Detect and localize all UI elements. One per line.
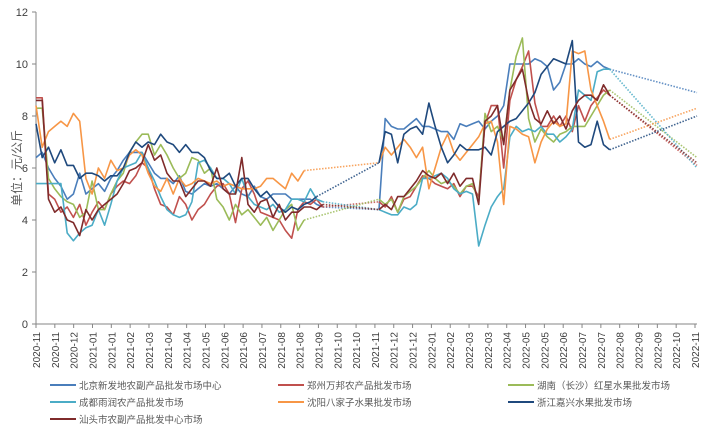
legend-label: 郑州万邦农产品批发市场 <box>307 381 412 392</box>
series-projection-dotted-line <box>609 107 698 141</box>
series-group <box>35 39 698 213</box>
x-tick-label: 2022-03 <box>484 332 495 369</box>
x-tick-label: 2022-01 <box>427 332 438 369</box>
series-line <box>378 37 611 213</box>
legend-label: 汕头市农副产品批发中心市场 <box>79 415 203 426</box>
legend-swatch <box>50 401 76 403</box>
y-tick-label: 4 <box>22 215 28 227</box>
y-tick-label: 6 <box>22 163 28 175</box>
x-tick-label: 2020-11 <box>32 332 43 368</box>
legend-swatch <box>508 401 534 403</box>
y-tick-label: 10 <box>16 59 28 71</box>
series-line <box>378 68 610 247</box>
x-tick-label: 2021-07 <box>258 332 269 369</box>
y-tick-label: 12 <box>16 7 28 19</box>
series-projection-dotted-line <box>609 68 698 169</box>
x-tick-label: 2021-01 <box>107 332 118 369</box>
x-tick-label: 2022-07 <box>597 332 608 369</box>
series-line <box>36 107 305 232</box>
series-gap-dotted-line <box>303 198 380 221</box>
series-gap-dotted-line <box>322 203 380 211</box>
legend-item: 北京新发地农副产品批发市场中心 <box>50 378 222 392</box>
series-group <box>35 57 698 211</box>
legend-item: 浙江嘉兴水果批发市场 <box>508 395 632 409</box>
x-tick-label: 2021-04 <box>183 332 194 369</box>
x-tick-label: 2021-11 <box>371 332 382 368</box>
series-line <box>35 105 305 195</box>
legend-item: 郑州万邦农产品批发市场 <box>278 378 412 392</box>
x-tick-label: 2021-06 <box>239 332 250 369</box>
series-gap-dotted-line <box>322 206 380 211</box>
x-tick-label: 2022-08 <box>616 332 627 369</box>
series-group <box>36 37 698 232</box>
series-line <box>378 50 611 206</box>
legend-item: 湖南（长沙）红星水果批发市场 <box>508 378 670 392</box>
series-group <box>36 68 698 247</box>
legend-swatch <box>278 384 304 386</box>
legend-item: 沈阳八家子水果批发市场 <box>278 395 412 409</box>
series-projection-dotted-line <box>609 115 698 151</box>
legend-label: 成都雨润农产品批发市场 <box>79 398 184 409</box>
series-layer <box>35 37 698 247</box>
series-group <box>36 68 698 237</box>
series-line <box>35 123 318 213</box>
series-line <box>36 151 324 242</box>
x-tick-label: 2021-04 <box>164 332 175 369</box>
y-axis: 0 2 4 6 8 10 12 <box>16 7 37 331</box>
x-tick-label: 2020-11 <box>51 332 62 368</box>
series-line <box>378 68 611 211</box>
y-axis-label: 单位：元/公斤 <box>9 130 24 206</box>
x-tick-label: 2021-01 <box>88 332 99 369</box>
x-tick-label: 2021-06 <box>220 332 231 369</box>
x-tick-label: 2021-08 <box>296 332 307 369</box>
series-projection-dotted-line <box>609 94 698 167</box>
x-axis: 2020-11 2020-11 2020-12 2021-01 2021-01 2021-… <box>32 323 702 369</box>
series-group <box>35 50 698 206</box>
x-tick-label: 2022-09 <box>635 332 646 369</box>
x-tick-label: 2022-05 <box>540 332 551 369</box>
x-tick-label: 2022-03 <box>465 332 476 369</box>
series-gap-dotted-line <box>322 201 380 208</box>
y-tick-label: 0 <box>22 319 28 331</box>
legend-label: 浙江嘉兴水果批发市场 <box>537 398 633 409</box>
x-tick-label: 2021-08 <box>277 332 288 369</box>
x-tick-label: 2022-05 <box>522 332 533 369</box>
x-tick-label: 2021-09 <box>314 332 325 369</box>
y-tick-label: 8 <box>22 111 28 123</box>
x-tick-label: 2022-06 <box>559 332 570 369</box>
series-gap-dotted-line <box>304 162 380 172</box>
series-projection-dotted-line <box>609 68 698 94</box>
x-tick-label: 2020-12 <box>70 332 81 369</box>
x-tick-label: 2021-10 <box>352 332 363 369</box>
x-tick-label: 2021-10 <box>333 332 344 369</box>
legend: 北京新发地农副产品批发市场中心 郑州万邦农产品批发市场 湖南（长沙）红星水果批发… <box>0 376 711 430</box>
x-tick-label: 2021-05 <box>201 332 212 369</box>
x-tick-label: 2022-11 <box>691 332 702 368</box>
x-tick-label: 2022-04 <box>503 332 514 369</box>
x-tick-label: 2021-03 <box>145 332 156 369</box>
series-gap-dotted-line <box>322 201 380 211</box>
x-tick-label: 2022-10 <box>672 332 683 369</box>
x-tick-label: 2022-09 <box>653 332 664 369</box>
legend-item: 汕头市农副产品批发中心市场 <box>50 412 203 426</box>
legend-label: 沈阳八家子水果批发市场 <box>307 398 412 409</box>
legend-swatch <box>508 384 534 386</box>
series-projection-dotted-line <box>609 94 698 164</box>
legend-swatch <box>50 418 76 420</box>
series-line <box>35 151 324 208</box>
legend-item: 成都雨润农产品批发市场 <box>50 395 184 409</box>
legend-label: 湖南（长沙）红星水果批发市场 <box>537 381 671 392</box>
legend-label: 北京新发地农副产品批发市场中心 <box>79 381 222 392</box>
y-tick-label: 2 <box>22 267 28 279</box>
x-tick-label: 2021-12 <box>409 332 420 369</box>
series-line <box>36 99 324 237</box>
x-tick-label: 2021-12 <box>390 332 401 369</box>
series-line <box>378 39 611 164</box>
legend-swatch <box>50 384 76 386</box>
x-tick-label: 2022-02 <box>446 332 457 369</box>
x-tick-label: 2022-07 <box>578 332 589 369</box>
x-tick-label: 2021-02 <box>126 332 137 369</box>
legend-swatch <box>278 401 304 403</box>
